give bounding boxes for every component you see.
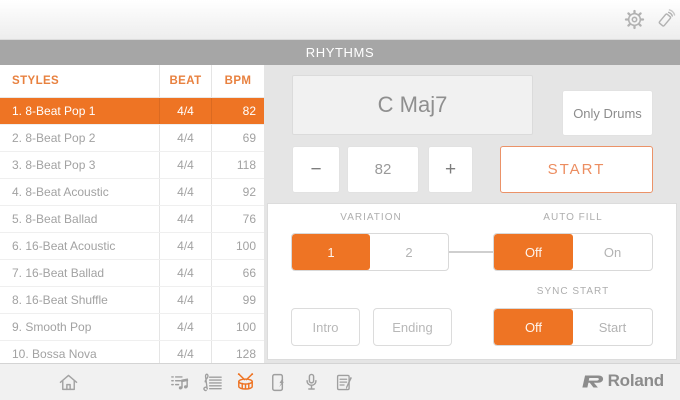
table-row[interactable]: 9. Smooth Pop 4/4 100	[0, 314, 264, 341]
top-bar	[0, 0, 680, 40]
table-row[interactable]: 5. 8-Beat Ballad 4/4 76	[0, 206, 264, 233]
table-row[interactable]: 3. 8-Beat Pop 3 4/4 118	[0, 152, 264, 179]
memo-icon[interactable]	[333, 371, 356, 394]
style-name: 3. 8-Beat Pop 3	[0, 152, 160, 178]
style-beat: 4/4	[160, 206, 212, 232]
sync-start-option[interactable]: Start	[598, 319, 627, 335]
bottom-nav-bar: Roland	[0, 363, 680, 400]
style-name: 2. 8-Beat Pop 2	[0, 125, 160, 151]
style-beat: 4/4	[160, 152, 212, 178]
tempo-value[interactable]: 82	[347, 146, 419, 193]
intro-button[interactable]: Intro	[291, 308, 360, 346]
variation-autofill-connector	[449, 251, 493, 253]
variation-option[interactable]: 1	[292, 234, 370, 270]
table-row[interactable]: 6. 16-Beat Acoustic 4/4 100	[0, 233, 264, 260]
table-row[interactable]: 10. Bossa Nova 4/4 128	[0, 341, 264, 368]
auto-fill-option[interactable]: On	[603, 244, 622, 260]
table-row[interactable]: 2. 8-Beat Pop 2 4/4 69	[0, 125, 264, 152]
style-bpm: 92	[242, 185, 256, 199]
styles-table-header: STYLES BEAT BPM	[0, 65, 264, 98]
page-title-text: RHYTHMS	[305, 45, 375, 60]
ending-button[interactable]: Ending	[373, 308, 452, 346]
home-icon[interactable]	[57, 371, 80, 394]
sync-start-label: SYNC START	[536, 286, 610, 297]
style-beat: 4/4	[160, 125, 212, 151]
auto-fill-toggle: Off On	[493, 233, 653, 271]
style-beat: 4/4	[160, 179, 212, 205]
song-list-icon[interactable]	[168, 371, 191, 394]
variation-toggle: 1 2	[291, 233, 449, 271]
col-bpm: BPM	[224, 75, 252, 87]
chord-display: C Maj7	[292, 75, 533, 135]
style-name: 10. Bossa Nova	[0, 341, 160, 367]
style-bpm: 100	[235, 320, 256, 334]
style-beat: 4/4	[160, 314, 212, 340]
tempo-decrease-button[interactable]: −	[292, 146, 340, 193]
remote-device-icon[interactable]	[653, 8, 676, 31]
style-name: 8. 16-Beat Shuffle	[0, 287, 160, 313]
page-title: RHYTHMS	[0, 40, 680, 65]
style-name: 5. 8-Beat Ballad	[0, 206, 160, 232]
roland-logo-mark	[581, 375, 603, 387]
start-button[interactable]: START	[500, 146, 653, 193]
style-name: 6. 16-Beat Acoustic	[0, 233, 160, 259]
style-bpm: 128	[235, 347, 256, 361]
pattern-panel: VARIATION AUTO FILL SYNC START 1 2 Off O…	[267, 203, 677, 360]
style-beat: 4/4	[160, 260, 212, 286]
styles-table-body: 1. 8-Beat Pop 1 4/4 82 2. 8-Beat Pop 2 4…	[0, 98, 264, 368]
style-beat: 4/4	[160, 233, 212, 259]
rhythm-control-panel: C Maj7 Only Drums − 82 + START VARIATION…	[264, 65, 680, 363]
col-styles: STYLES	[0, 65, 160, 97]
style-bpm: 66	[242, 266, 256, 280]
roland-logo-text: Roland	[607, 371, 665, 390]
roland-logo: Roland	[581, 371, 664, 391]
style-bpm: 69	[242, 131, 256, 145]
variation-option[interactable]: 2	[405, 244, 413, 260]
style-beat: 4/4	[160, 287, 212, 313]
styles-table: STYLES BEAT BPM 1. 8-Beat Pop 1 4/4 82 2…	[0, 65, 264, 368]
col-beat: BEAT	[160, 65, 212, 97]
style-name: 9. Smooth Pop	[0, 314, 160, 340]
table-row[interactable]: 1. 8-Beat Pop 1 4/4 82	[0, 98, 264, 125]
style-name: 1. 8-Beat Pop 1	[0, 98, 160, 124]
sync-start-toggle: Off Start	[493, 308, 653, 346]
style-bpm: 100	[235, 239, 256, 253]
style-bpm: 118	[236, 158, 256, 172]
style-bpm: 99	[242, 293, 256, 307]
nav-icon-row	[168, 371, 356, 394]
auto-fill-option[interactable]: Off	[494, 234, 573, 270]
tempo-increase-button[interactable]: +	[428, 146, 473, 193]
device-connect-icon[interactable]	[267, 371, 290, 394]
settings-gear-icon[interactable]	[623, 8, 646, 31]
table-row[interactable]: 7. 16-Beat Ballad 4/4 66	[0, 260, 264, 287]
auto-fill-label: AUTO FILL	[543, 212, 603, 223]
style-bpm: 76	[242, 212, 256, 226]
style-beat: 4/4	[160, 98, 212, 124]
mic-icon[interactable]	[300, 371, 323, 394]
style-beat: 4/4	[160, 341, 212, 367]
style-name: 7. 16-Beat Ballad	[0, 260, 160, 286]
table-row[interactable]: 4. 8-Beat Acoustic 4/4 92	[0, 179, 264, 206]
style-bpm: 82	[242, 104, 256, 118]
only-drums-button[interactable]: Only Drums	[562, 90, 653, 136]
score-icon[interactable]	[201, 371, 224, 394]
style-name: 4. 8-Beat Acoustic	[0, 179, 160, 205]
table-row[interactable]: 8. 16-Beat Shuffle 4/4 99	[0, 287, 264, 314]
rhythm-drum-icon[interactable]	[234, 371, 257, 394]
sync-start-option[interactable]: Off	[494, 309, 573, 345]
variation-label: VARIATION	[340, 212, 402, 223]
